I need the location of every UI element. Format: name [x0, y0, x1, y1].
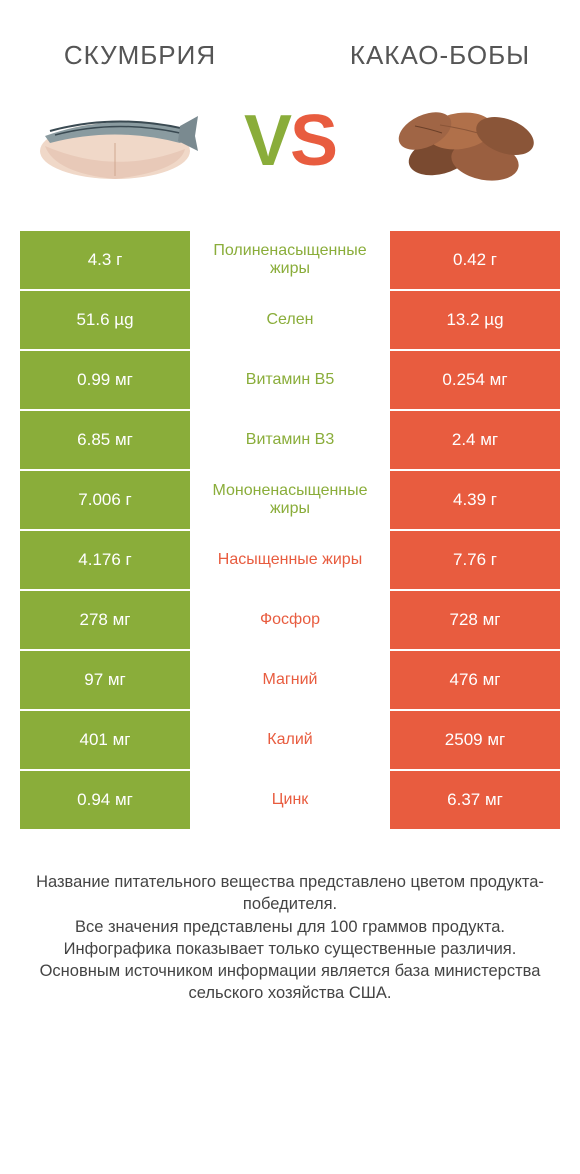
table-row: 278 мгФосфор728 мг	[20, 591, 560, 649]
vs-label: VS	[244, 100, 336, 182]
cacao-image	[380, 81, 550, 201]
right-value: 4.39 г	[390, 471, 560, 529]
right-value: 728 мг	[390, 591, 560, 649]
footer-line: Инфографика показывает только существенн…	[30, 938, 550, 960]
right-value: 13.2 µg	[390, 291, 560, 349]
left-value: 0.94 мг	[20, 771, 190, 829]
left-value: 0.99 мг	[20, 351, 190, 409]
table-row: 6.85 мгВитамин B32.4 мг	[20, 411, 560, 469]
right-value: 0.42 г	[390, 231, 560, 289]
left-value: 7.006 г	[20, 471, 190, 529]
nutrient-label: Фосфор	[190, 591, 390, 649]
table-row: 4.176 гНасыщенные жиры7.76 г	[20, 531, 560, 589]
nutrient-label: Селен	[190, 291, 390, 349]
comparison-table: 4.3 гПолиненасыщенные жиры0.42 г51.6 µgС…	[20, 231, 560, 829]
left-value: 401 мг	[20, 711, 190, 769]
table-row: 97 мгМагний476 мг	[20, 651, 560, 709]
left-value: 51.6 µg	[20, 291, 190, 349]
right-value: 2.4 мг	[390, 411, 560, 469]
footer-line: Название питательного вещества представл…	[30, 871, 550, 916]
footer-notes: Название питательного вещества представл…	[0, 831, 580, 1005]
right-value: 476 мг	[390, 651, 560, 709]
table-row: 0.94 мгЦинк6.37 мг	[20, 771, 560, 829]
nutrient-label: Витамин B3	[190, 411, 390, 469]
right-value: 0.254 мг	[390, 351, 560, 409]
left-value: 6.85 мг	[20, 411, 190, 469]
footer-line: Основным источником информации является …	[30, 960, 550, 1005]
fish-icon	[30, 81, 200, 201]
left-value: 4.3 г	[20, 231, 190, 289]
right-value: 2509 мг	[390, 711, 560, 769]
mackerel-image	[30, 81, 200, 201]
left-value: 4.176 г	[20, 531, 190, 589]
nutrient-label: Мононенасыщенные жиры	[190, 471, 390, 529]
vs-s: S	[290, 101, 336, 181]
left-value: 97 мг	[20, 651, 190, 709]
table-row: 401 мгКалий2509 мг	[20, 711, 560, 769]
right-value: 7.76 г	[390, 531, 560, 589]
footer-line: Все значения представлены для 100 граммо…	[30, 916, 550, 938]
table-row: 4.3 гПолиненасыщенные жиры0.42 г	[20, 231, 560, 289]
nutrient-label: Насыщенные жиры	[190, 531, 390, 589]
right-value: 6.37 мг	[390, 771, 560, 829]
left-value: 278 мг	[20, 591, 190, 649]
vs-v: V	[244, 101, 290, 181]
table-row: 51.6 µgСелен13.2 µg	[20, 291, 560, 349]
table-row: 7.006 гМононенасыщенные жиры4.39 г	[20, 471, 560, 529]
table-row: 0.99 мгВитамин B50.254 мг	[20, 351, 560, 409]
nutrient-label: Полиненасыщенные жиры	[190, 231, 390, 289]
left-title: СКУМБРИЯ	[40, 40, 240, 71]
right-title: КАКАО-БОБЫ	[340, 40, 540, 71]
nutrient-label: Магний	[190, 651, 390, 709]
vs-row: VS	[0, 71, 580, 231]
nutrient-label: Калий	[190, 711, 390, 769]
beans-icon	[380, 81, 550, 201]
header: СКУМБРИЯ КАКАО-БОБЫ	[0, 0, 580, 71]
nutrient-label: Витамин B5	[190, 351, 390, 409]
nutrient-label: Цинк	[190, 771, 390, 829]
